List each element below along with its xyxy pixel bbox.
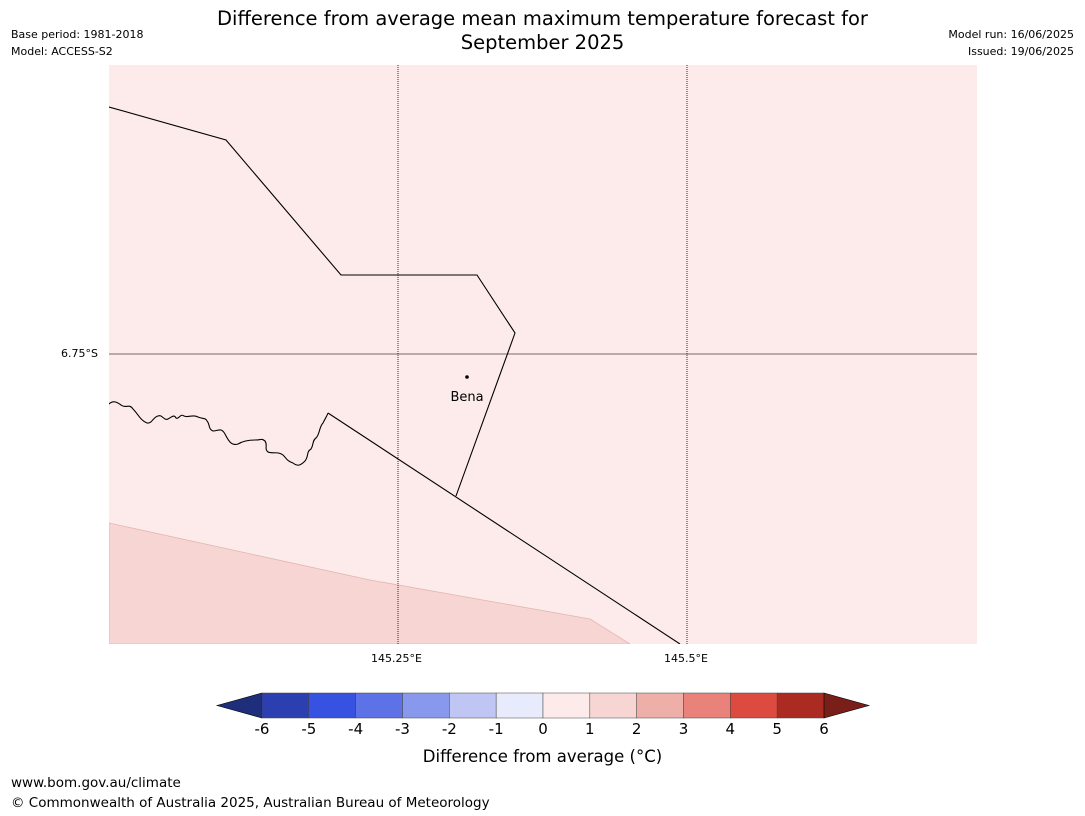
colorbar-label: Difference from average (°C) [422,747,663,766]
colorbar-tick-label: -5 [301,720,317,738]
coastline-river [109,401,329,466]
colorbar-tick-label: 2 [631,720,642,738]
longitude-label-2: 145.5°E [664,652,708,665]
colorbar-cell [495,692,544,719]
colorbar-cell [776,692,825,719]
colorbar-cell [402,692,450,719]
province-boundary [109,106,516,497]
colorbar-tick-label: -4 [348,720,364,738]
colorbar-over-arrow [823,692,871,719]
bena-location-marker [465,375,469,379]
colorbar-tick-label: 5 [772,720,782,738]
meta-right: Model run: 16/06/2025 Issued: 19/06/2025 [948,26,1074,60]
colorbar-cell [730,692,778,719]
province-boundary-south [327,412,681,644]
meta-left: Base period: 1981-2018 Model: ACCESS-S2 [11,26,143,60]
anomaly-band-1-to-2 [109,522,631,644]
colorbar-cell [308,692,356,719]
colorbar-under-arrow [215,692,263,719]
colorbar-cell [636,692,684,719]
longitude-label-1: 145.25°E [371,652,422,665]
colorbar-tick-label: -2 [441,720,457,738]
colorbar-tick-label: -3 [395,720,410,738]
colorbar-cell [683,692,731,719]
issued-text: Issued: 19/06/2025 [967,45,1074,58]
colorbar-tick-label: 3 [678,720,689,738]
map-title: Difference from average mean maximum tem… [170,7,915,55]
title-line-1: Difference from average mean maximum tem… [217,7,868,30]
colorbar-cell [355,692,403,719]
colorbar-cell [261,692,310,719]
colorbar-tick-label: 1 [585,720,595,738]
colorbar-tick-label: 6 [819,720,829,738]
colorbar-cell [542,692,591,719]
colorbar-cell [589,692,637,719]
model-text: Model: ACCESS-S2 [11,45,113,58]
title-line-2: September 2025 [460,31,625,54]
footer-url: www.bom.gov.au/climate [11,775,181,791]
colorbar-tick-label: -1 [488,720,504,738]
colorbar-tick-label: 0 [538,720,548,738]
place-label-bena: Bena [450,390,483,405]
colorbar-cell [449,692,497,719]
colorbar-tick-label: -6 [254,720,270,738]
base-period-text: Base period: 1981-2018 [11,28,144,41]
model-run-text: Model run: 16/06/2025 [948,28,1074,41]
latitude-label: 6.75°S [61,347,98,360]
colorbar-tick-label: 4 [725,720,736,738]
footer-copyright: © Commonwealth of Australia 2025, Austra… [11,795,490,811]
